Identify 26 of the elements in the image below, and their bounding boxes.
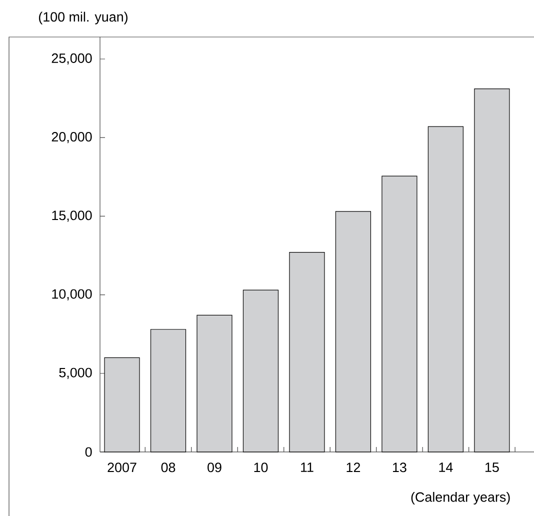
bar xyxy=(289,252,325,452)
bar xyxy=(474,88,510,452)
y-tick-label: 5,000 xyxy=(59,368,92,379)
y-tick-label: 0 xyxy=(85,447,92,457)
y-tick-label: 20,000 xyxy=(52,132,92,144)
x-tick-label: 11 xyxy=(301,462,314,472)
bar xyxy=(104,357,140,452)
y-tick-label: 10,000 xyxy=(52,289,92,300)
x-tick-label: 2007 xyxy=(108,462,136,472)
x-tick-label: 13 xyxy=(393,462,406,472)
x-tick-label: 08 xyxy=(161,462,176,472)
y-axis-title: (100 mil. yuan) xyxy=(38,12,128,24)
bar xyxy=(382,176,418,452)
y-tick-label: 25,000 xyxy=(52,53,92,65)
x-tick-label: 14 xyxy=(439,462,453,472)
bar xyxy=(242,290,279,452)
x-tick-label: 10 xyxy=(254,462,268,472)
x-tick-label: 15 xyxy=(485,462,499,472)
bar xyxy=(335,211,372,452)
y-tick-label: 15,000 xyxy=(52,210,92,222)
bar xyxy=(196,314,232,452)
bar xyxy=(150,329,186,452)
x-axis-title: (Calendar years) xyxy=(411,492,510,504)
x-tick-label: 09 xyxy=(208,462,222,472)
bar xyxy=(428,126,464,452)
x-tick-label: 12 xyxy=(346,462,360,472)
